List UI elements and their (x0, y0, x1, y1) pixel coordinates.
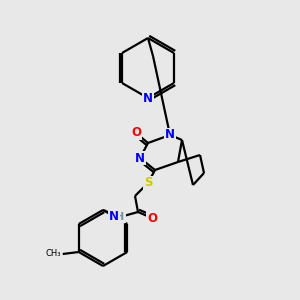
Text: H: H (116, 212, 124, 222)
Text: O: O (131, 127, 141, 140)
Text: N: N (143, 92, 153, 104)
Text: CH₃: CH₃ (45, 250, 61, 259)
Text: N: N (135, 152, 145, 164)
Text: O: O (147, 212, 157, 224)
Text: N: N (109, 211, 119, 224)
Text: S: S (144, 176, 152, 190)
Text: N: N (165, 128, 175, 142)
